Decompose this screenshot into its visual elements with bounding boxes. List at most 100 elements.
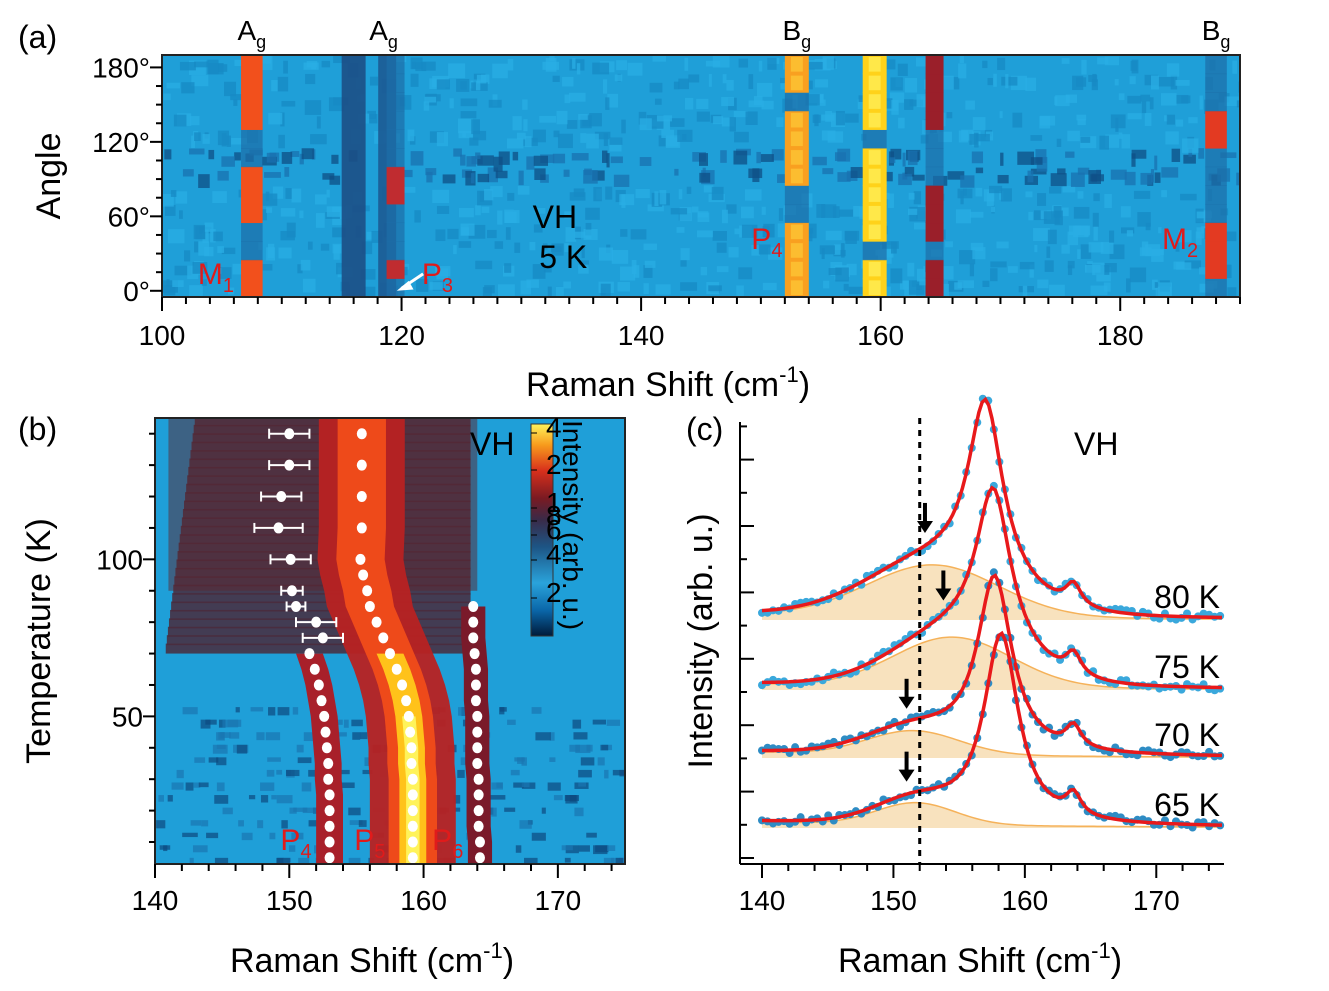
point-P4 <box>320 726 331 738</box>
heatmap-cell-P3 <box>386 110 405 130</box>
heatmap-noise <box>767 57 777 70</box>
heatmap-broad <box>171 601 471 612</box>
heatmap-noise <box>1000 152 1004 166</box>
heatmap-noise <box>762 282 777 291</box>
heatmap-noise <box>1110 169 1127 180</box>
point-P6 <box>474 836 485 848</box>
heatmap-cell-M2 <box>1205 148 1227 168</box>
heatmap-noise <box>518 170 524 186</box>
heatmap-noise <box>302 278 316 293</box>
point-P5 <box>385 648 395 660</box>
heatmap-noise <box>748 74 754 90</box>
heatmap-cell-P5 <box>862 241 887 261</box>
heatmap-noise <box>260 795 269 803</box>
heatmap-noise <box>1141 101 1147 114</box>
heatmap-noise <box>561 845 573 851</box>
heatmap-noise <box>839 209 854 217</box>
point-P4 <box>291 600 301 612</box>
heatmap-noise <box>835 110 845 126</box>
bg-fill-80 K <box>762 564 1222 620</box>
heatmap-noise <box>531 707 542 714</box>
heatmap-noise <box>736 285 744 297</box>
heatmap-noise <box>229 732 240 739</box>
heatmap-noise <box>498 284 515 297</box>
heatmap-noise <box>1195 231 1202 246</box>
heatmap-noise <box>1092 262 1105 276</box>
heatmap-cell-P5 <box>862 129 887 149</box>
heatmap-noise <box>529 242 536 251</box>
heatmap-noise <box>777 223 789 238</box>
heatmap-noise <box>908 192 915 200</box>
heatmap-noise <box>1104 263 1117 273</box>
heatmap-noise <box>515 845 522 853</box>
heatmap-noise <box>220 732 231 738</box>
heatmap-noise <box>407 129 415 142</box>
point-P5 <box>406 742 417 754</box>
heatmap-noise <box>999 111 1003 119</box>
heatmap-cell-M1 <box>241 278 263 297</box>
heatmap-noise <box>620 229 628 237</box>
heatmap-noise <box>264 172 281 178</box>
heatmap-noise <box>1080 136 1091 143</box>
point-P4 <box>286 585 297 597</box>
heatmap-noise <box>217 130 230 146</box>
heatmap-noise <box>837 172 851 182</box>
heatmap-noise <box>505 227 511 240</box>
heatmap-noise <box>615 857 623 864</box>
heatmap-noise <box>891 99 899 115</box>
heatmap-noise <box>524 857 538 864</box>
heatmap-noise <box>267 757 281 762</box>
heatmap-noise <box>581 245 585 259</box>
heatmap-noise <box>494 241 504 249</box>
heatmap-noise <box>1065 151 1075 158</box>
heatmap-noise <box>970 242 984 252</box>
heatmap-core <box>868 112 881 128</box>
heatmap-core <box>868 224 881 240</box>
point-P4 <box>323 757 334 769</box>
heatmap-noise <box>190 116 200 126</box>
point-P5 <box>407 836 418 848</box>
heatmap-noise <box>579 260 590 267</box>
heatmap-noise <box>189 285 203 297</box>
heatmap-noise <box>684 57 689 71</box>
heatmap-noise <box>1061 244 1070 254</box>
arrow-head <box>916 520 933 533</box>
heatmap-noise <box>156 820 166 829</box>
heatmap-noise <box>688 74 700 83</box>
heatmap-cell-P6 <box>925 129 944 149</box>
heatmap-noise <box>280 208 296 217</box>
heatmap-noise <box>202 134 210 144</box>
heatmap-noise <box>816 204 826 218</box>
heatmap-noise <box>310 134 327 145</box>
heatmap-noise <box>589 113 602 127</box>
heatmap-noise <box>552 153 566 164</box>
heatmap-noise <box>510 769 520 776</box>
heatmap-noise <box>301 782 312 792</box>
heatmap-noise <box>959 55 964 64</box>
heatmap-noise <box>564 243 570 253</box>
heatmap-noise <box>812 156 827 166</box>
heatmap-noise <box>602 79 608 94</box>
heatmap-noise <box>339 782 355 789</box>
heatmap-noise <box>1171 148 1181 162</box>
heatmap-noise <box>487 229 497 239</box>
heatmap-noise <box>329 175 341 185</box>
heatmap-noise <box>289 807 297 814</box>
top-label: Ag <box>237 15 266 52</box>
heatmap-noise <box>1118 93 1125 101</box>
heatmap-noise <box>563 281 571 289</box>
heatmap-noise <box>720 150 727 163</box>
heatmap-noise <box>231 138 247 145</box>
heatmap-noise <box>890 148 902 160</box>
heatmap-noise <box>1150 169 1154 183</box>
heatmap-core <box>790 131 803 147</box>
heatmap-noise <box>904 99 914 110</box>
x-tick-label: 160 <box>1001 885 1048 916</box>
point-P6 <box>473 805 484 817</box>
point-P5 <box>405 726 416 738</box>
heatmap-noise <box>514 242 521 253</box>
heatmap-noise <box>250 707 264 712</box>
heatmap-noise <box>202 229 209 244</box>
heatmap-noise <box>285 769 300 777</box>
heatmap-cell-P4 <box>784 203 809 224</box>
